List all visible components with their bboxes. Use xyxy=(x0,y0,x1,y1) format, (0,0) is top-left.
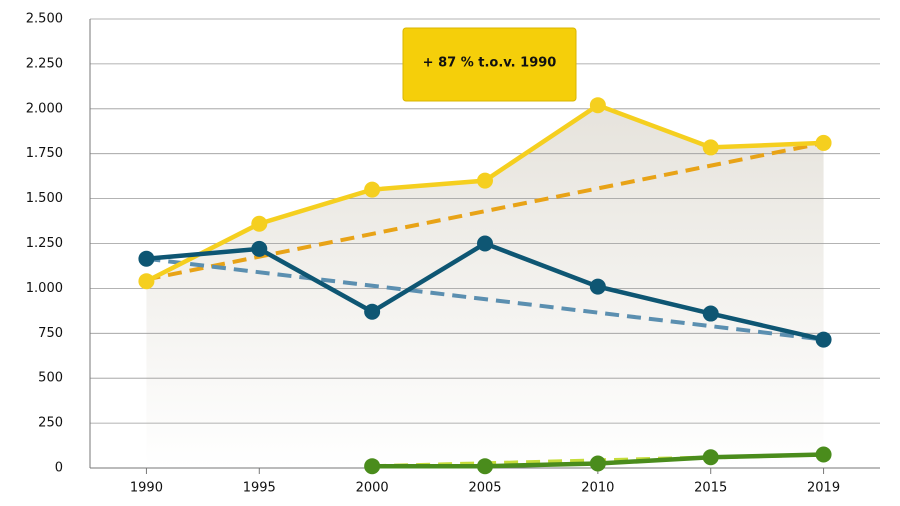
x-tick-label: 1995 xyxy=(243,481,276,496)
data-point xyxy=(364,303,381,320)
y-tick-label: 0 xyxy=(55,461,63,476)
data-point xyxy=(815,331,832,348)
y-tick-label: 1.750 xyxy=(26,146,63,161)
data-point xyxy=(702,139,719,156)
y-tick-label: 750 xyxy=(38,326,63,341)
data-point xyxy=(589,455,606,472)
trend-line xyxy=(146,256,824,342)
area xyxy=(146,105,824,468)
y-tick-label: 250 xyxy=(38,416,63,431)
y-tick-label: 1.000 xyxy=(26,281,63,296)
x-tick-label: 2015 xyxy=(694,481,727,496)
x-tick-label: 2000 xyxy=(356,481,389,496)
y-tick-label: 2.250 xyxy=(26,56,63,71)
data-point xyxy=(364,181,381,198)
data-point xyxy=(138,250,155,267)
x-tick-label: 2019 xyxy=(807,481,840,496)
data-point xyxy=(477,235,493,252)
annotation: + 87 % t.o.v. 1990 xyxy=(423,56,557,71)
data-point xyxy=(815,446,832,463)
y-tick-label: 2.000 xyxy=(26,101,63,116)
y-tick-label: 1.500 xyxy=(26,191,63,206)
data-point xyxy=(251,215,268,232)
data-point xyxy=(477,172,493,189)
y-tick-label: 1.250 xyxy=(26,236,63,251)
data-point xyxy=(477,458,493,475)
data-point xyxy=(251,240,268,257)
annotation-box xyxy=(402,27,577,102)
y-tick-label: 2.500 xyxy=(26,12,63,27)
x-tick-label: 2010 xyxy=(581,481,614,496)
x-tick-label: 1990 xyxy=(130,481,163,496)
data-point xyxy=(364,458,381,475)
y-tick-label: 500 xyxy=(38,371,63,386)
data-point xyxy=(589,278,606,295)
data-point xyxy=(589,97,606,114)
data-point xyxy=(138,273,155,290)
data-point xyxy=(702,305,719,322)
x-tick-label: 2005 xyxy=(468,481,501,496)
data-point xyxy=(702,449,719,466)
data-point xyxy=(815,134,832,151)
